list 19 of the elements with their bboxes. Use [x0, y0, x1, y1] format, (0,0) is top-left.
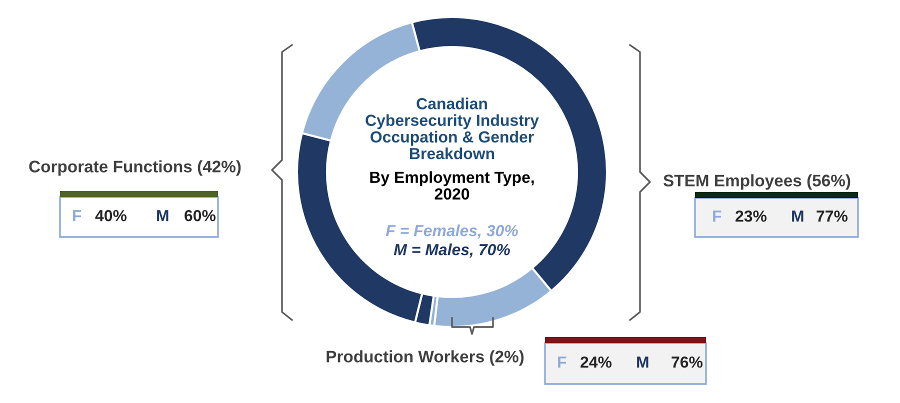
text: M [637, 356, 648, 368]
text: F [73, 210, 82, 222]
text: By Employment Type, 2020 [370, 171, 534, 200]
text: M [792, 210, 804, 222]
text: 23% [736, 210, 767, 222]
text: 40% [95, 210, 127, 222]
text: 76% [672, 356, 703, 368]
text: M = Males, 70% [394, 244, 510, 258]
text: F [558, 356, 566, 368]
text: Production Workers (2%) [326, 350, 524, 366]
text: STEM Employees (56%) [663, 174, 850, 190]
text: 60% [184, 210, 216, 222]
text: F = Females, 30% [386, 224, 518, 239]
text: Corporate Functions (42%) [29, 160, 241, 176]
text: 24% [580, 356, 612, 368]
text: M [157, 210, 168, 222]
text: F [713, 210, 722, 222]
text: Canadian Cybersecurity Industry Occupation & Gender Breakdown [366, 98, 539, 160]
text: 77% [816, 210, 848, 222]
